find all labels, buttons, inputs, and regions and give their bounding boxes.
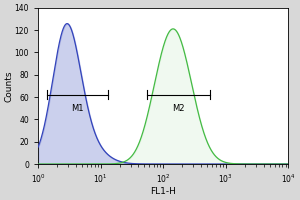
X-axis label: FL1-H: FL1-H xyxy=(150,187,176,196)
Text: M2: M2 xyxy=(172,104,184,113)
Text: M1: M1 xyxy=(71,104,84,113)
Y-axis label: Counts: Counts xyxy=(4,70,13,102)
